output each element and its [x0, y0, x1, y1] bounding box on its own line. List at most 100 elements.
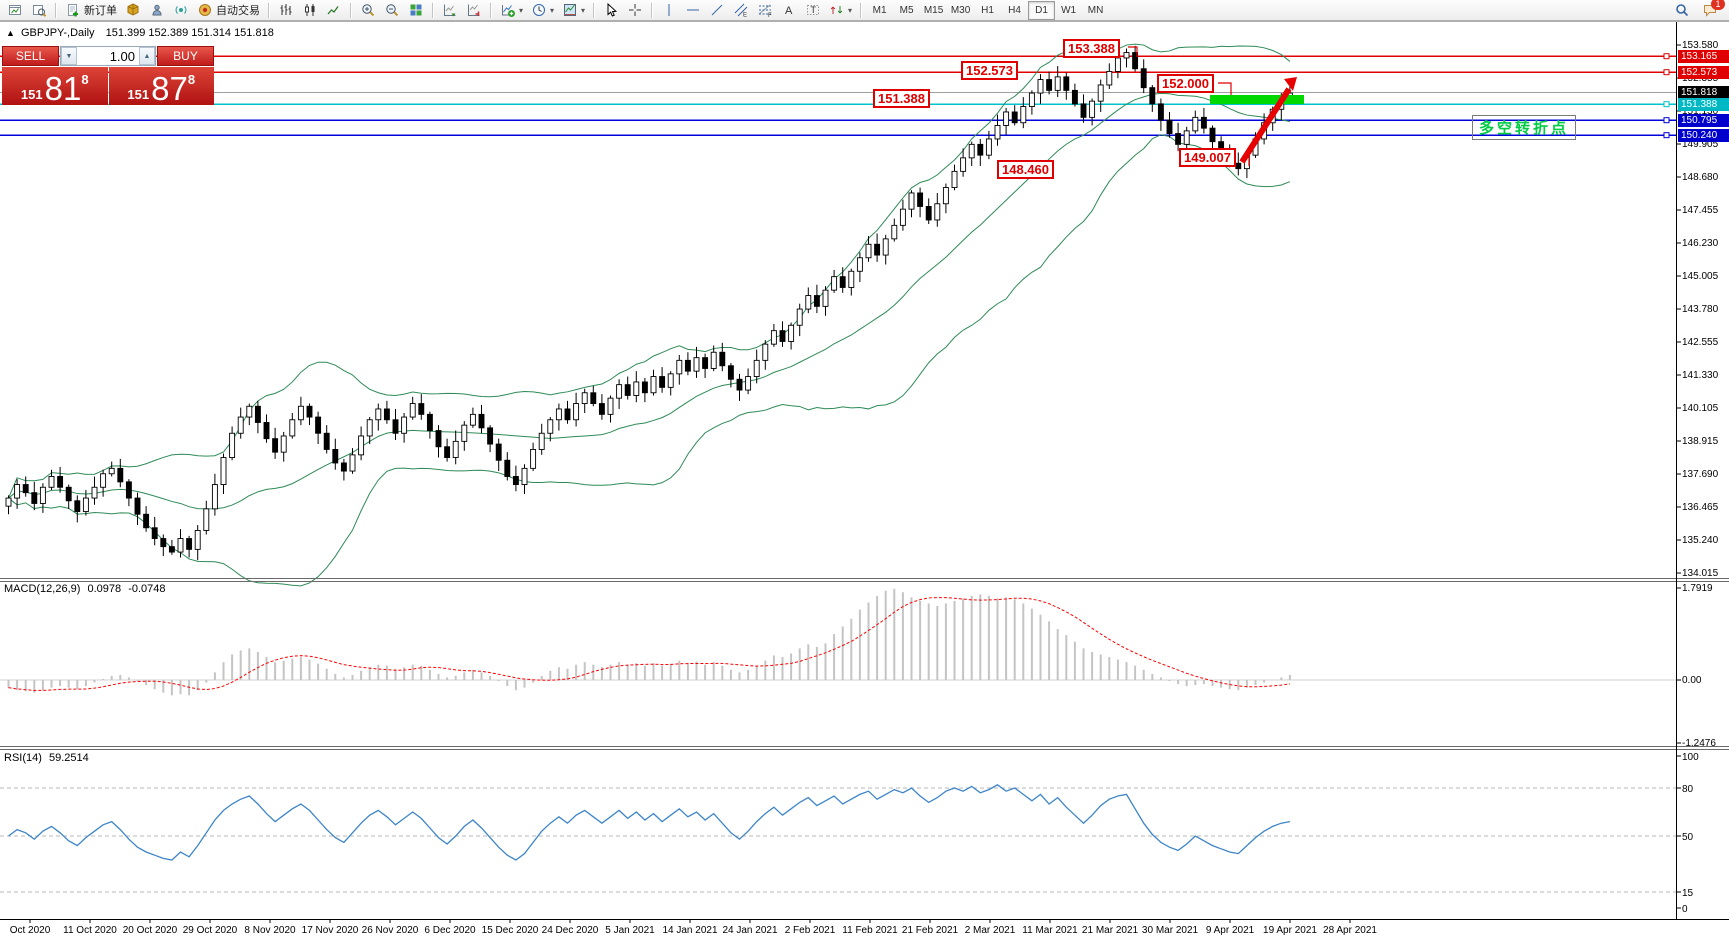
toolbar-group: [438, 0, 486, 20]
signals-button[interactable]: [169, 0, 193, 21]
auto-trading-button[interactable]: 自动交易: [193, 0, 264, 21]
date-axis-label: 14 Jan 2021: [662, 925, 718, 936]
bear-candle: [925, 206, 932, 221]
zoom-out-icon: [384, 2, 400, 18]
crosshair-icon: [627, 2, 643, 18]
zoom-in-button[interactable]: [356, 0, 380, 21]
timeframe-mn-button[interactable]: MN: [1087, 4, 1104, 16]
tile-windows-button[interactable]: [404, 0, 428, 21]
templates-dropdown-icon[interactable]: ▾: [581, 5, 586, 15]
bear-candle: [117, 467, 124, 483]
volume-control: ▼ 1.00 ▲: [60, 46, 156, 66]
bear-candle: [659, 376, 666, 388]
periods-dropdown-icon[interactable]: ▾: [550, 5, 555, 15]
bear-candle: [383, 408, 390, 421]
volume-input[interactable]: 1.00: [109, 48, 135, 64]
bull-candle: [452, 440, 459, 459]
notifications-button[interactable]: 1: [1698, 0, 1725, 21]
timeframe-m30-button[interactable]: M30: [950, 4, 971, 16]
data-window-button[interactable]: [145, 0, 169, 21]
trendline-button[interactable]: [705, 0, 729, 21]
timeframe-m1-button[interactable]: M1: [872, 4, 887, 16]
buy-button[interactable]: BUY: [157, 46, 214, 66]
auto-trading-label: 自动交易: [216, 5, 260, 17]
price-annotation-label[interactable]: 148.460: [997, 160, 1054, 179]
market-watch-button[interactable]: [121, 0, 145, 21]
trend-arrow-shaft[interactable]: [1239, 87, 1292, 164]
price-annotation-label[interactable]: 152.000: [1157, 74, 1214, 93]
timeframe-m15-button[interactable]: M15: [923, 4, 944, 16]
equidistant-channel-button[interactable]: E: [729, 0, 753, 21]
annotation-text-note[interactable]: 多空转折点: [1472, 115, 1577, 140]
date-axis-label: 24 Dec 2020: [541, 925, 599, 936]
indicators-button[interactable]: ▾: [496, 0, 527, 21]
fibonacci-button[interactable]: F: [753, 0, 777, 21]
price-annotation-label[interactable]: 149.007: [1179, 148, 1236, 167]
bar-chart-button[interactable]: [274, 0, 298, 21]
buy-price-big: 87: [151, 70, 188, 107]
bull-candle: [91, 486, 98, 499]
svg-text:T: T: [811, 5, 817, 15]
bull-candle: [1192, 116, 1199, 132]
volume-decrease-button[interactable]: ▼: [61, 47, 77, 65]
text-button[interactable]: A: [777, 0, 801, 21]
horizontal-line-button[interactable]: [681, 0, 705, 21]
timeframe-d1-button[interactable]: D1: [1028, 0, 1056, 20]
templates-button[interactable]: ▾: [558, 0, 589, 21]
macd-axis-tick: -1.2476: [1682, 738, 1716, 749]
bull-candle: [607, 397, 614, 415]
bear-candle: [143, 513, 150, 529]
bear-candle: [168, 546, 175, 553]
timeframe-h1-button[interactable]: H1: [981, 4, 994, 16]
bear-candle: [727, 365, 734, 380]
new-chart-icon: [7, 2, 23, 18]
date-axis-label: 17 Nov 2020: [301, 925, 359, 936]
support-zone-highlight[interactable]: [1210, 95, 1304, 104]
bull-candle: [1097, 84, 1104, 102]
trend-arrow-head[interactable]: [1284, 77, 1297, 91]
notifications-count-badge: 1: [1711, 0, 1725, 10]
timeframe-m5-button[interactable]: M5: [899, 4, 914, 16]
volume-increase-button[interactable]: ▲: [139, 47, 155, 65]
arrows-button[interactable]: ▾: [825, 0, 856, 21]
profiles-button[interactable]: [27, 0, 51, 21]
indicators-dropdown-icon[interactable]: ▾: [519, 5, 524, 15]
date-axis-label: 8 Nov 2020: [244, 925, 296, 936]
timeframe-w1-button[interactable]: W1: [1061, 4, 1077, 16]
bear-candle: [151, 527, 158, 540]
search-icon: [1674, 2, 1690, 18]
price-line-badge: 150.240: [1678, 128, 1729, 142]
new-order-button[interactable]: 新订单: [61, 0, 121, 21]
price-annotation-label[interactable]: 151.388: [873, 89, 930, 108]
bear-candle: [598, 403, 605, 415]
price-annotation-label[interactable]: 153.388: [1063, 39, 1120, 58]
arrows-dropdown-icon[interactable]: ▾: [848, 5, 853, 15]
vertical-line-button[interactable]: [657, 0, 681, 21]
bear-candle: [624, 384, 631, 396]
line-chart-button[interactable]: [322, 0, 346, 21]
bull-candle: [796, 308, 803, 326]
sell-price-sup: 8: [81, 72, 89, 87]
cursor-button[interactable]: [599, 0, 623, 21]
macd-signal-line: [8, 597, 1290, 691]
bull-candle: [100, 473, 107, 488]
sell-button[interactable]: SELL: [2, 46, 59, 66]
zoom-out-button[interactable]: [380, 0, 404, 21]
text-label-button[interactable]: T: [801, 0, 825, 21]
price-annotation-label[interactable]: 152.573: [961, 61, 1018, 80]
new-chart-button[interactable]: [3, 0, 27, 21]
candles-group: [5, 45, 1293, 561]
sell-price-tile[interactable]: 151 81 8: [2, 67, 108, 105]
crosshair-button[interactable]: [623, 0, 647, 21]
chart-shift-button[interactable]: [462, 0, 486, 21]
periods-button[interactable]: ▾: [527, 0, 558, 21]
toolbar-group: [3, 0, 51, 20]
timeframe-h4-button[interactable]: H4: [1008, 4, 1021, 16]
toolbar-separator: [432, 2, 434, 18]
bull-candle: [831, 276, 838, 291]
search-button[interactable]: [1670, 0, 1694, 21]
buy-price-tile[interactable]: 151 87 8: [108, 67, 214, 107]
candlestick-chart-button[interactable]: [298, 0, 322, 21]
auto-scroll-button[interactable]: [438, 0, 462, 21]
